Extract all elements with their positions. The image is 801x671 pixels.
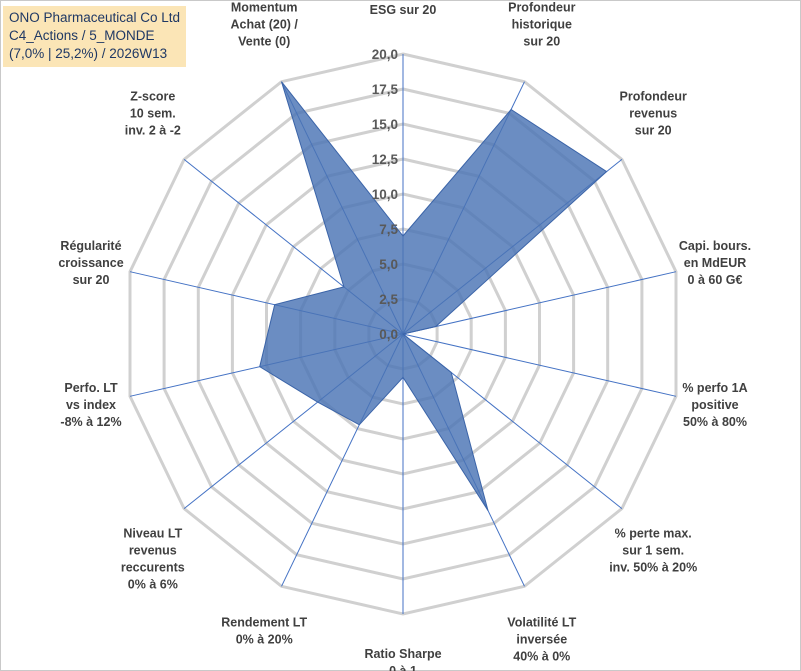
axis-label-line: Momentum xyxy=(231,1,298,15)
axis-label-line: ESG sur 20 xyxy=(370,3,437,17)
axis-label-line: 50% à 80% xyxy=(683,415,747,429)
axis-label-line: inv. 2 à -2 xyxy=(125,124,181,138)
axis-label-line: vs index xyxy=(66,398,116,412)
tick-label: 0,0 xyxy=(379,327,398,342)
tick-label: 15,0 xyxy=(372,117,398,132)
axis-label-line: sur 20 xyxy=(523,35,560,49)
axis-label-line: Vente (0) xyxy=(238,35,290,49)
axis-label-line: inv. 50% à 20% xyxy=(609,561,697,575)
axis-label: % perte max. sur 1 sem. inv. 50% à 20% xyxy=(609,527,697,575)
axis-label-line: Rendement LT xyxy=(221,615,307,629)
axis-label: Volatilité LT inversée 40% à 0% xyxy=(507,615,576,663)
axis-label-line: historique xyxy=(512,18,572,32)
tick-label: 2,5 xyxy=(379,292,398,307)
chart-title-stats: (7,0% | 25,2%) / 2026W13 xyxy=(9,46,168,61)
axis-label: % perfo 1A positive 50% à 80% xyxy=(682,381,747,429)
axis-label: Momentum Achat (20) / Vente (0) xyxy=(231,1,299,49)
axis-label-line: 0 à 60 G€ xyxy=(688,273,743,287)
axis-label-line: Régularité xyxy=(60,239,121,253)
axis-label-line: inversée xyxy=(516,632,567,646)
tick-label: 12,5 xyxy=(372,152,399,167)
axis-label-line: positive xyxy=(691,398,738,412)
axis-label-line: reccurents xyxy=(121,561,185,575)
chart-title-company: ONO Pharmaceutical Co Ltd xyxy=(9,10,181,25)
axis-label-line: Niveau LT xyxy=(123,527,182,541)
axis-label-line: 40% à 0% xyxy=(513,649,570,663)
axis-label-line: 10 sem. xyxy=(130,107,176,121)
axis-label-line: 0 à 1 xyxy=(389,664,417,671)
axis-label: Rendement LT 0% à 20% xyxy=(221,615,307,646)
axis-label-line: % perte max. xyxy=(615,527,692,541)
radar-series xyxy=(259,81,608,511)
axis-label: Régularité croissance sur 20 xyxy=(58,239,123,287)
axis-label-line: -8% à 12% xyxy=(60,415,121,429)
axis-labels: NoteESG sur 20 Profondeur historique sur 20… xyxy=(58,0,751,671)
axis-label-line: Profondeur xyxy=(620,90,687,104)
axis-label-line: Perfo. LT xyxy=(64,381,118,395)
axis-label: Profondeur revenus sur 20 xyxy=(620,90,687,138)
axis-label: Z-score 10 sem. inv. 2 à -2 xyxy=(125,90,181,138)
tick-label: 5,0 xyxy=(379,257,398,272)
axis-label: Capi. bours. en MdEUR 0 à 60 G€ xyxy=(679,239,751,287)
axis-label: Perfo. LT vs index -8% à 12% xyxy=(60,381,121,429)
axis-label-line: sur 20 xyxy=(73,273,110,287)
axis-label: Niveau LT revenus reccurents 0% à 6% xyxy=(121,527,185,592)
axis-label: NoteESG sur 20 xyxy=(370,0,437,17)
tick-label: 17,5 xyxy=(372,82,399,97)
series-area xyxy=(259,81,608,511)
axis-label-line: revenus xyxy=(129,544,177,558)
chart-title-category: C4_Actions / 5_MONDE xyxy=(9,28,155,43)
chart-title-box: ONO Pharmaceutical Co Ltd C4_Actions / 5… xyxy=(3,6,187,67)
axis-label-line: sur 20 xyxy=(635,124,672,138)
axis-spoke xyxy=(402,333,677,397)
axis-spoke xyxy=(402,271,677,335)
tick-label: 10,0 xyxy=(372,187,398,202)
axis-label: Profondeur historique sur 20 xyxy=(508,1,575,49)
axis-label-line: sur 1 sem. xyxy=(622,544,684,558)
axis-label-line: 0% à 20% xyxy=(236,632,293,646)
axis-label-line: Profondeur xyxy=(508,1,575,15)
axis-label-line: 0% à 6% xyxy=(128,578,178,592)
axis-label: Ratio Sharpe 0 à 1 xyxy=(364,647,441,671)
axis-label-line: croissance xyxy=(58,256,123,270)
axis-label-line: Z-score xyxy=(130,90,175,104)
axis-label-line: en MdEUR xyxy=(684,256,747,270)
axis-label-line: Capi. bours. xyxy=(679,239,751,253)
radial-tick-labels: 0,0 2,5 5,0 7,5 10,0 12,5 15,0 17,5 20,0 xyxy=(372,47,399,342)
axis-label-line: % perfo 1A xyxy=(682,381,747,395)
axis-label-line: Achat (20) / xyxy=(231,18,299,32)
axis-label-line: Ratio Sharpe xyxy=(364,647,441,661)
tick-label: 7,5 xyxy=(379,222,398,237)
tick-label: 20,0 xyxy=(372,47,398,62)
axis-label-line: revenus xyxy=(629,107,677,121)
axis-label-line: Volatilité LT xyxy=(507,615,576,629)
